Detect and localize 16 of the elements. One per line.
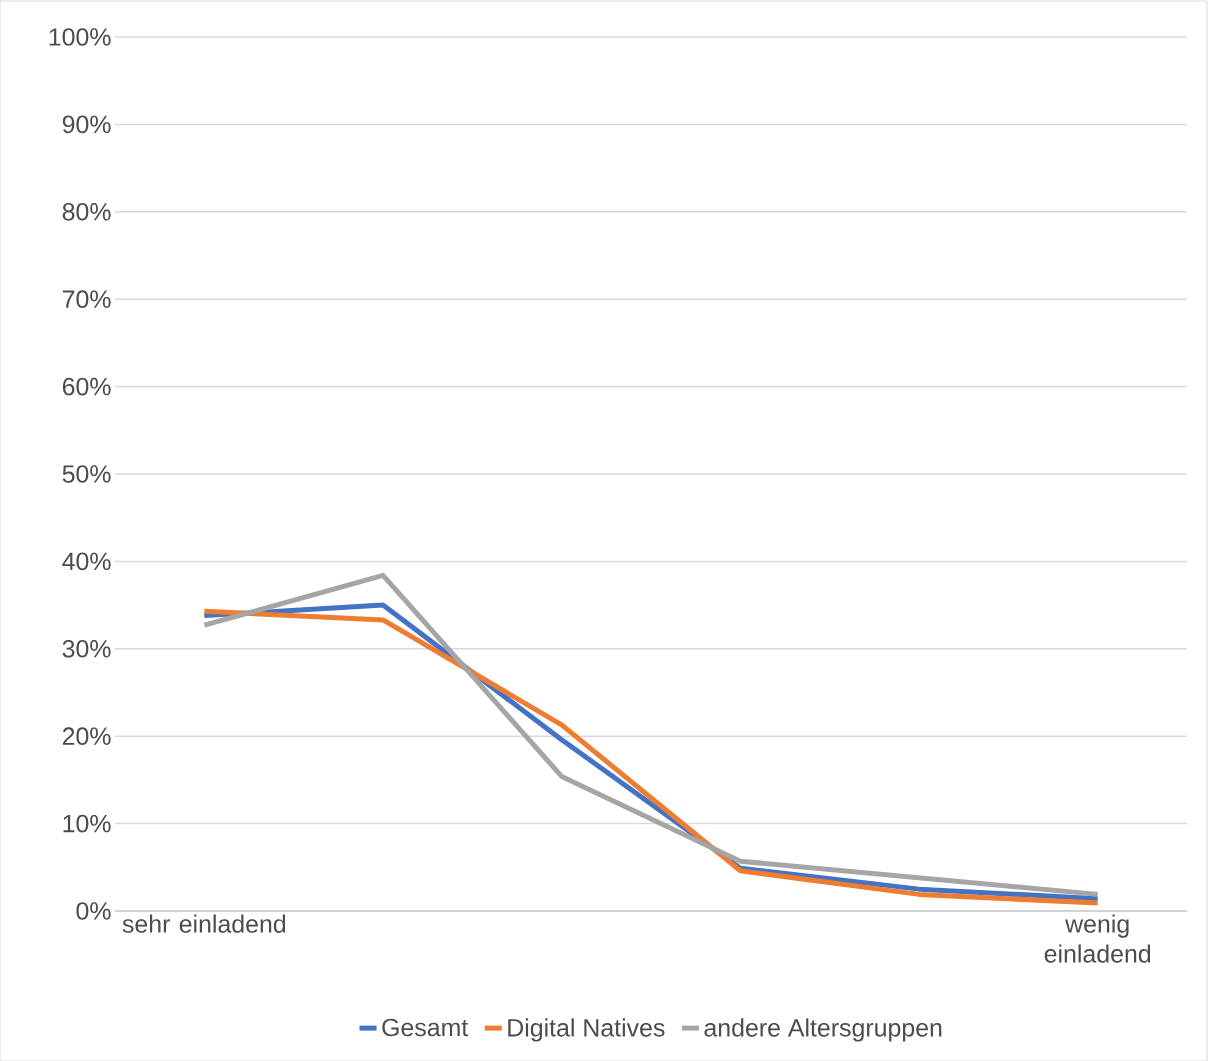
legend-label: Digital Natives [508,1018,665,1042]
x-tick-label: sehr einladend [122,914,286,933]
y-tick-label: 60% [62,377,111,396]
y-tick-label: 40% [62,552,111,571]
y-tick-label: 20% [62,727,111,746]
legend-label: Gesamt [382,1018,469,1037]
y-tick-label: 10% [63,814,111,833]
y-tick-label: 80% [62,202,111,221]
x-tick-label: wenig einladend [1044,914,1151,963]
y-tick-label: 30% [62,639,111,658]
legend-label: andere Altersgruppen [704,1018,942,1042]
y-tick-label: 70% [62,290,111,309]
y-tick-label: 90% [62,115,111,134]
y-tick-label: 50% [62,465,111,483]
y-tick-label: 0% [76,902,111,920]
y-tick-label: 100% [49,28,111,46]
